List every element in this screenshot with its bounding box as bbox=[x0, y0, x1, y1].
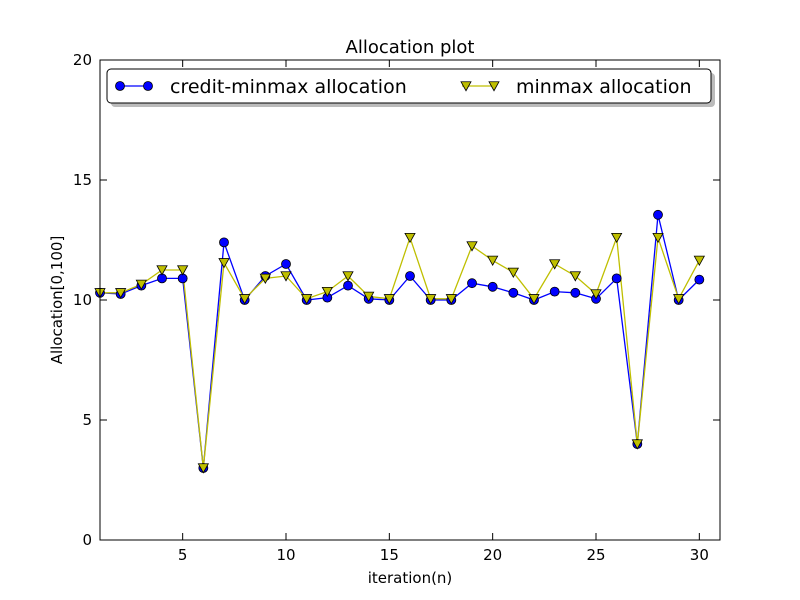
x-tick-label: 15 bbox=[380, 546, 399, 564]
data-point-series-1 bbox=[156, 265, 168, 276]
data-point-series-1 bbox=[114, 288, 127, 299]
y-tick-label: 15 bbox=[73, 171, 92, 189]
data-point-series-1 bbox=[383, 294, 396, 305]
data-point-series-1 bbox=[672, 294, 685, 305]
x-tick-label: 30 bbox=[690, 546, 709, 564]
legend-marker-1 bbox=[460, 81, 472, 92]
x-axis-label: iteration(n) bbox=[368, 569, 453, 587]
data-point-series-1 bbox=[466, 241, 478, 252]
data-point-series-1 bbox=[404, 232, 416, 244]
data-point-series-1 bbox=[445, 294, 458, 305]
data-point-series-0 bbox=[405, 271, 415, 281]
legend-label-0: credit-minmax allocation bbox=[170, 76, 407, 98]
series-layer bbox=[94, 209, 706, 474]
legend-marker-0 bbox=[115, 81, 125, 91]
y-tick-label: 10 bbox=[73, 291, 92, 309]
chart-title: Allocation plot bbox=[346, 37, 475, 58]
legend-box bbox=[106, 68, 712, 104]
data-point-series-1 bbox=[218, 258, 230, 269]
data-point-series-1 bbox=[424, 294, 437, 305]
data-point-series-0 bbox=[611, 273, 622, 284]
data-point-series-1 bbox=[259, 273, 272, 284]
data-point-series-1 bbox=[652, 232, 664, 244]
plot-area bbox=[100, 60, 720, 540]
y-tick-label: 5 bbox=[82, 411, 92, 429]
x-tick-label: 20 bbox=[483, 546, 502, 564]
data-point-series-0 bbox=[281, 259, 291, 269]
data-point-series-1 bbox=[280, 271, 292, 282]
data-point-series-0 bbox=[653, 209, 663, 220]
data-point-series-0 bbox=[570, 287, 581, 298]
legend-marker-1 bbox=[488, 81, 500, 92]
x-tick-label: 5 bbox=[178, 546, 188, 564]
data-point-series-1 bbox=[610, 232, 623, 244]
data-point-series-1 bbox=[362, 291, 375, 302]
x-tick-label: 25 bbox=[586, 546, 605, 564]
data-point-series-1 bbox=[342, 271, 354, 282]
legend-marker-0 bbox=[143, 81, 153, 91]
data-point-series-1 bbox=[238, 294, 251, 305]
data-point-series-0 bbox=[219, 237, 229, 248]
data-point-series-1 bbox=[486, 255, 499, 266]
data-point-series-1 bbox=[197, 463, 210, 474]
data-point-series-1 bbox=[528, 294, 540, 305]
data-point-series-0 bbox=[694, 274, 705, 285]
y-tick-label: 20 bbox=[73, 51, 92, 69]
series-line-1 bbox=[100, 235, 700, 469]
data-point-series-1 bbox=[321, 286, 334, 298]
x-tick-label: 10 bbox=[276, 546, 295, 564]
legend-entries: credit-minmax allocation minmax allocatio… bbox=[115, 76, 692, 98]
data-point-series-0 bbox=[549, 286, 560, 297]
legend-label-1: minmax allocation bbox=[516, 76, 692, 98]
data-point-series-1 bbox=[300, 294, 313, 305]
legend: credit-minmax allocation minmax allocatio… bbox=[106, 68, 715, 107]
data-point-series-1 bbox=[135, 279, 148, 290]
y-tick-label: 0 bbox=[82, 531, 92, 549]
data-point-series-1 bbox=[693, 255, 706, 266]
data-point-series-0 bbox=[487, 281, 498, 292]
data-point-series-0 bbox=[343, 280, 353, 291]
data-point-series-1 bbox=[569, 271, 582, 282]
data-point-series-1 bbox=[590, 289, 602, 300]
data-point-series-1 bbox=[507, 267, 520, 278]
data-point-series-1 bbox=[548, 259, 561, 270]
data-point-series-1 bbox=[176, 265, 189, 276]
data-point-series-0 bbox=[467, 278, 477, 289]
y-axis-label: Allocation[0,100] bbox=[48, 236, 66, 365]
data-point-series-1 bbox=[631, 439, 644, 450]
data-point-series-0 bbox=[508, 287, 519, 298]
ticks-layer: 5 10 15 20 25 30 0 5 10 15 20 bbox=[73, 51, 720, 564]
